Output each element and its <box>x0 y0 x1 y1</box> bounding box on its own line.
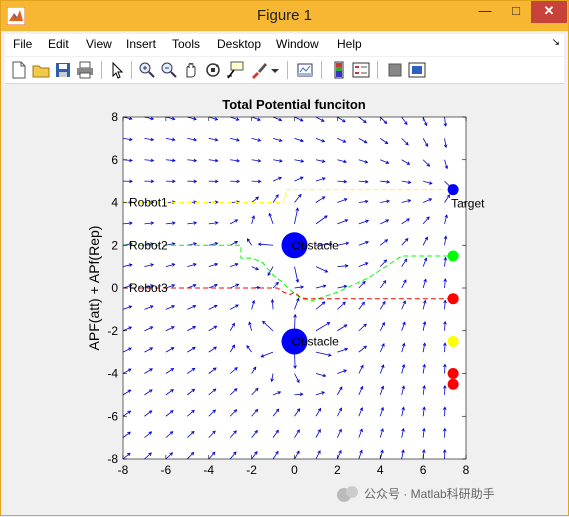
insert-legend-icon[interactable] <box>351 60 371 80</box>
zoom-in-icon[interactable] <box>137 60 157 80</box>
menu-window[interactable]: Window <box>276 37 319 51</box>
watermark: 公众号 · Matlab科研助手 <box>337 486 495 502</box>
menu-desktop[interactable]: Desktop <box>217 37 261 51</box>
brush-dropdown-icon[interactable] <box>269 60 281 80</box>
y-tick-label: 4 <box>111 196 118 210</box>
print-icon[interactable] <box>75 60 95 80</box>
insert-colorbar-icon[interactable] <box>329 60 349 80</box>
toolbar-separator <box>287 61 288 79</box>
obstacle-label: Obstacle <box>292 238 340 252</box>
obstacle-label: Obstacle <box>292 334 340 348</box>
new-figure-icon[interactable] <box>9 60 29 80</box>
x-tick-label: -6 <box>161 463 172 477</box>
robot-end-marker <box>448 293 459 304</box>
robot-label: Robot1 <box>129 196 168 210</box>
menu-insert[interactable]: Insert <box>126 37 156 51</box>
maximize-button[interactable]: □ <box>501 1 531 23</box>
plot-svg: Robot1 Robot2 Robot3 Obstacle Obstacle Target… <box>5 84 564 512</box>
x-tick-label: 4 <box>377 463 384 477</box>
x-tick-label: -4 <box>203 463 214 477</box>
brush-icon[interactable] <box>249 60 269 80</box>
toolbar-separator <box>131 61 132 79</box>
target-label: Target <box>451 197 485 211</box>
x-tick-label: -2 <box>246 463 257 477</box>
y-axis-label: APF(att) + APf(Rep) <box>86 226 102 351</box>
robot-end-marker <box>448 336 459 347</box>
menu-dock-arrow-icon[interactable]: ↘ <box>552 37 560 48</box>
y-tick-label: -6 <box>107 409 118 423</box>
y-tick-label: -8 <box>107 452 118 466</box>
save-icon[interactable] <box>53 60 73 80</box>
x-tick-label: 2 <box>334 463 341 477</box>
close-button[interactable]: ✕ <box>531 1 567 23</box>
link-plot-icon[interactable] <box>295 60 315 80</box>
robot-label: Robot2 <box>129 238 168 252</box>
pan-hand-icon[interactable] <box>181 60 201 80</box>
hide-plot-tools-icon[interactable] <box>385 60 405 80</box>
toolbar-separator <box>321 61 322 79</box>
x-tick-label: -8 <box>118 463 129 477</box>
show-plot-tools-icon[interactable] <box>407 60 427 80</box>
zoom-out-icon[interactable] <box>159 60 179 80</box>
edit-plot-arrow-icon[interactable] <box>107 60 127 80</box>
figure-canvas: Robot1 Robot2 Robot3 Obstacle Obstacle Target… <box>5 84 564 512</box>
menu-edit[interactable]: Edit <box>48 37 69 51</box>
data-cursor-icon[interactable] <box>225 60 245 80</box>
robot-label: Robot3 <box>129 281 168 295</box>
toolbar-separator <box>101 61 102 79</box>
robot-end-marker <box>448 379 459 390</box>
robot-end-marker <box>448 250 459 261</box>
x-tick-label: 8 <box>463 463 470 477</box>
y-tick-label: 8 <box>111 110 118 124</box>
rotate-3d-icon[interactable] <box>203 60 223 80</box>
plot-title: Total Potential funciton <box>222 97 366 112</box>
y-tick-label: 0 <box>111 281 118 295</box>
x-tick-label: 0 <box>291 463 298 477</box>
y-tick-label: -4 <box>107 367 118 381</box>
x-tick-label: 6 <box>420 463 427 477</box>
menu-file[interactable]: File <box>13 37 32 51</box>
menu-view[interactable]: View <box>86 37 112 51</box>
menu-bar: File Edit View Insert Tools Desktop Wind… <box>5 34 564 56</box>
title-bar[interactable]: Figure 1 — □ ✕ <box>1 1 568 31</box>
y-tick-label: -2 <box>107 324 118 338</box>
target-marker <box>448 184 459 195</box>
watermark-text: 公众号 · Matlab科研助手 <box>364 487 495 501</box>
y-tick-label: 6 <box>111 153 118 167</box>
open-file-icon[interactable] <box>31 60 51 80</box>
figure-toolbar <box>5 57 564 84</box>
y-tick-label: 2 <box>111 238 118 252</box>
toolbar-separator <box>377 61 378 79</box>
menu-help[interactable]: Help <box>337 37 362 51</box>
minimize-button[interactable]: — <box>470 1 500 23</box>
robot-end-marker <box>448 368 459 379</box>
menu-tools[interactable]: Tools <box>172 37 200 51</box>
